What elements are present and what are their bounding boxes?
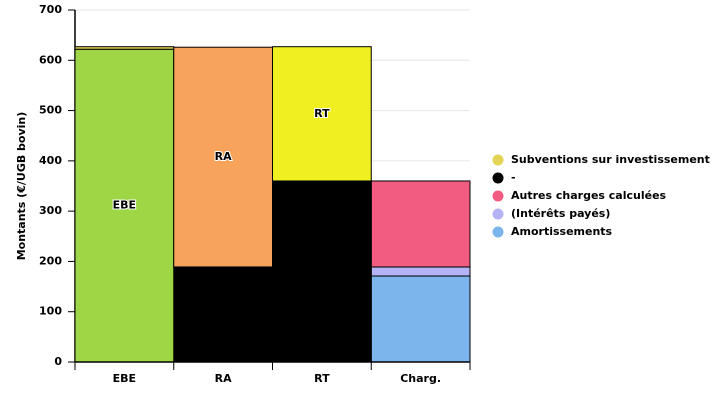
y-tick-label: 400 [39, 154, 62, 167]
y-tick-label: 300 [39, 204, 62, 217]
bar-segment [173, 46, 273, 268]
legend-label[interactable]: Subventions sur investissement [511, 153, 710, 166]
y-tick-label: 700 [39, 3, 62, 16]
bar-segment [74, 46, 175, 50]
y-tick-label: 600 [39, 53, 62, 66]
legend-label[interactable]: Amortissements [511, 225, 613, 238]
legend-label[interactable]: (Intérêts payés) [511, 207, 610, 220]
bar-segment [173, 266, 273, 363]
legend-marker [492, 226, 504, 238]
y-tick-label: 0 [54, 355, 62, 368]
legend-marker [492, 172, 504, 184]
legend-label[interactable]: Autres charges calculées [511, 189, 667, 202]
x-tick-label: Charg. [400, 372, 441, 385]
bar-segment [272, 180, 372, 363]
y-tick-label: 100 [39, 305, 62, 318]
x-tick-label: RT [314, 372, 330, 385]
x-tick-label: RA [215, 372, 232, 385]
y-tick-label: 200 [39, 254, 62, 267]
y-axis-label: Montants (€/UGB bovin) [15, 112, 28, 261]
bar-segment [370, 180, 471, 268]
bar-segment [370, 275, 471, 363]
bar-segment [272, 46, 372, 182]
legend-marker [492, 154, 504, 166]
bar-label: EBE [113, 199, 136, 212]
bar-segment [370, 266, 471, 277]
y-tick-label: 500 [39, 104, 62, 117]
legend-marker [492, 190, 504, 202]
bar-label: RT [314, 107, 330, 120]
legend-label[interactable]: - [511, 171, 516, 184]
legend-marker [492, 208, 504, 220]
x-tick-label: EBE [113, 372, 136, 385]
bar-label: RA [215, 150, 232, 163]
